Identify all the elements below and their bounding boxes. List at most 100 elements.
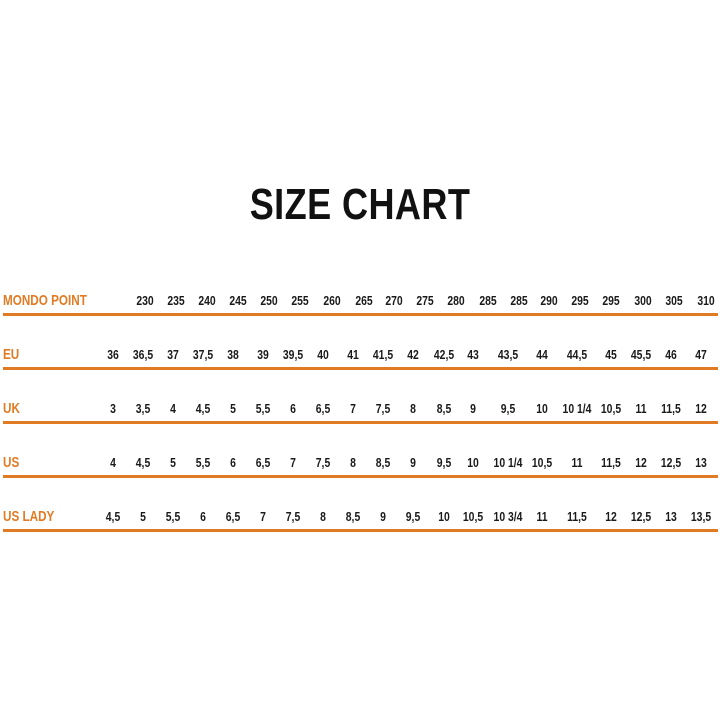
size-cell: 300 bbox=[634, 293, 652, 308]
size-cell: 5,5 bbox=[255, 401, 271, 416]
size-cell: 44 bbox=[536, 347, 548, 362]
size-cell: 37,5 bbox=[192, 347, 214, 362]
size-cell: 4,5 bbox=[105, 509, 121, 524]
size-cell: 11,5 bbox=[661, 401, 681, 416]
size-cell: 10 1/4 bbox=[493, 455, 523, 470]
size-cell: 11 bbox=[536, 509, 548, 524]
size-cell: 8,5 bbox=[345, 509, 361, 524]
row-label: EU bbox=[3, 346, 20, 363]
size-cell: 6,5 bbox=[315, 401, 331, 416]
size-cell: 42,5 bbox=[433, 347, 455, 362]
size-cell: 4 bbox=[110, 455, 116, 470]
size-cell: 255 bbox=[291, 293, 309, 308]
size-cell: 7,5 bbox=[285, 509, 301, 524]
size-cell: 43,5 bbox=[497, 347, 519, 362]
size-cell: 7 bbox=[350, 401, 356, 416]
size-cell: 7,5 bbox=[315, 455, 331, 470]
size-row: UK 3 3,5 4 4,5 5 5,5 6 6,5 7 7,5 8 8,5 9 9,5 10 10 1/4 10… bbox=[0, 400, 720, 420]
size-cell: 11,5 bbox=[601, 455, 621, 470]
size-cell: 13 bbox=[665, 509, 677, 524]
size-cell: 285 bbox=[479, 293, 497, 308]
size-cell: 12 bbox=[695, 401, 707, 416]
size-cell: 10 3/4 bbox=[493, 509, 523, 524]
size-row: EU 36 36,5 37 37,5 38 39 39,5 40 41 41,5 42 42,5 43 43… bbox=[0, 346, 720, 366]
size-cell: 8 bbox=[410, 401, 416, 416]
size-cell: 11 bbox=[571, 455, 583, 470]
size-row: MONDO POINT 230 235 240 245 250 255 260 265 270 27… bbox=[0, 292, 720, 312]
size-cell: 45,5 bbox=[630, 347, 652, 362]
size-cell: 12,5 bbox=[660, 455, 682, 470]
size-cell: 7,5 bbox=[375, 401, 391, 416]
size-cell: 275 bbox=[416, 293, 434, 308]
size-cell: 6 bbox=[290, 401, 296, 416]
size-cell: 9 bbox=[470, 401, 476, 416]
size-cell: 5 bbox=[170, 455, 176, 470]
size-cell: 290 bbox=[540, 293, 558, 308]
size-cell: 10 1/4 bbox=[562, 401, 592, 416]
size-cell: 9,5 bbox=[500, 401, 516, 416]
size-cell: 310 bbox=[697, 293, 715, 308]
size-cell: 13,5 bbox=[690, 509, 712, 524]
size-cell: 46 bbox=[665, 347, 677, 362]
size-cell: 36,5 bbox=[132, 347, 154, 362]
row-label: US LADY bbox=[3, 508, 55, 525]
size-cell: 5,5 bbox=[195, 455, 211, 470]
size-cell: 9 bbox=[410, 455, 416, 470]
size-cell: 5,5 bbox=[165, 509, 181, 524]
size-cell: 7 bbox=[260, 509, 266, 524]
size-cell: 4,5 bbox=[135, 455, 151, 470]
size-cell: 36 bbox=[107, 347, 119, 362]
size-cell: 6 bbox=[200, 509, 206, 524]
row-divider bbox=[3, 367, 718, 370]
size-cell: 250 bbox=[260, 293, 278, 308]
size-cell: 8,5 bbox=[375, 455, 391, 470]
size-cell: 11 bbox=[635, 401, 647, 416]
size-cell: 43 bbox=[467, 347, 479, 362]
size-cell: 295 bbox=[571, 293, 589, 308]
size-cell: 8,5 bbox=[436, 401, 452, 416]
size-cell: 37 bbox=[167, 347, 179, 362]
size-cell: 10 bbox=[467, 455, 479, 470]
size-cell: 39 bbox=[257, 347, 269, 362]
size-cell: 6 bbox=[230, 455, 236, 470]
size-cell: 9 bbox=[380, 509, 386, 524]
size-cell: 4 bbox=[170, 401, 176, 416]
size-cell: 12,5 bbox=[630, 509, 652, 524]
size-cell: 12 bbox=[635, 455, 647, 470]
size-cell: 240 bbox=[198, 293, 216, 308]
row-label: UK bbox=[3, 400, 20, 417]
size-cell: 3,5 bbox=[135, 401, 151, 416]
size-cell: 42 bbox=[407, 347, 419, 362]
size-cell: 39,5 bbox=[282, 347, 304, 362]
size-cell: 3 bbox=[110, 401, 116, 416]
size-row: US LADY 4,5 5 5,5 6 6,5 7 7,5 8 8,5 9 9,5 10 10,5 10 3… bbox=[0, 508, 720, 528]
size-cell: 265 bbox=[355, 293, 373, 308]
size-cell: 44,5 bbox=[566, 347, 588, 362]
size-cell: 7 bbox=[290, 455, 296, 470]
size-cell: 245 bbox=[229, 293, 247, 308]
row-divider bbox=[3, 475, 718, 478]
size-cell: 12 bbox=[605, 509, 617, 524]
size-cell: 280 bbox=[447, 293, 465, 308]
size-cell: 285 bbox=[510, 293, 528, 308]
size-cell: 6,5 bbox=[255, 455, 271, 470]
row-divider bbox=[3, 313, 718, 316]
row-label: MONDO POINT bbox=[3, 292, 87, 309]
size-cell: 38 bbox=[227, 347, 239, 362]
size-cell: 235 bbox=[167, 293, 185, 308]
size-cell: 41 bbox=[347, 347, 359, 362]
page-title: SIZE CHART bbox=[249, 180, 471, 229]
size-cell: 9,5 bbox=[405, 509, 421, 524]
size-cell: 305 bbox=[665, 293, 683, 308]
size-cell: 13 bbox=[695, 455, 707, 470]
size-cell: 295 bbox=[602, 293, 620, 308]
size-cell: 4,5 bbox=[195, 401, 211, 416]
size-cell: 11,5 bbox=[567, 509, 587, 524]
size-cell: 10 bbox=[536, 401, 548, 416]
size-cell: 8 bbox=[320, 509, 326, 524]
size-cell: 10,5 bbox=[600, 401, 622, 416]
size-cell: 10 bbox=[438, 509, 450, 524]
size-cell: 5 bbox=[140, 509, 146, 524]
row-divider bbox=[3, 421, 718, 424]
size-cell: 270 bbox=[385, 293, 403, 308]
